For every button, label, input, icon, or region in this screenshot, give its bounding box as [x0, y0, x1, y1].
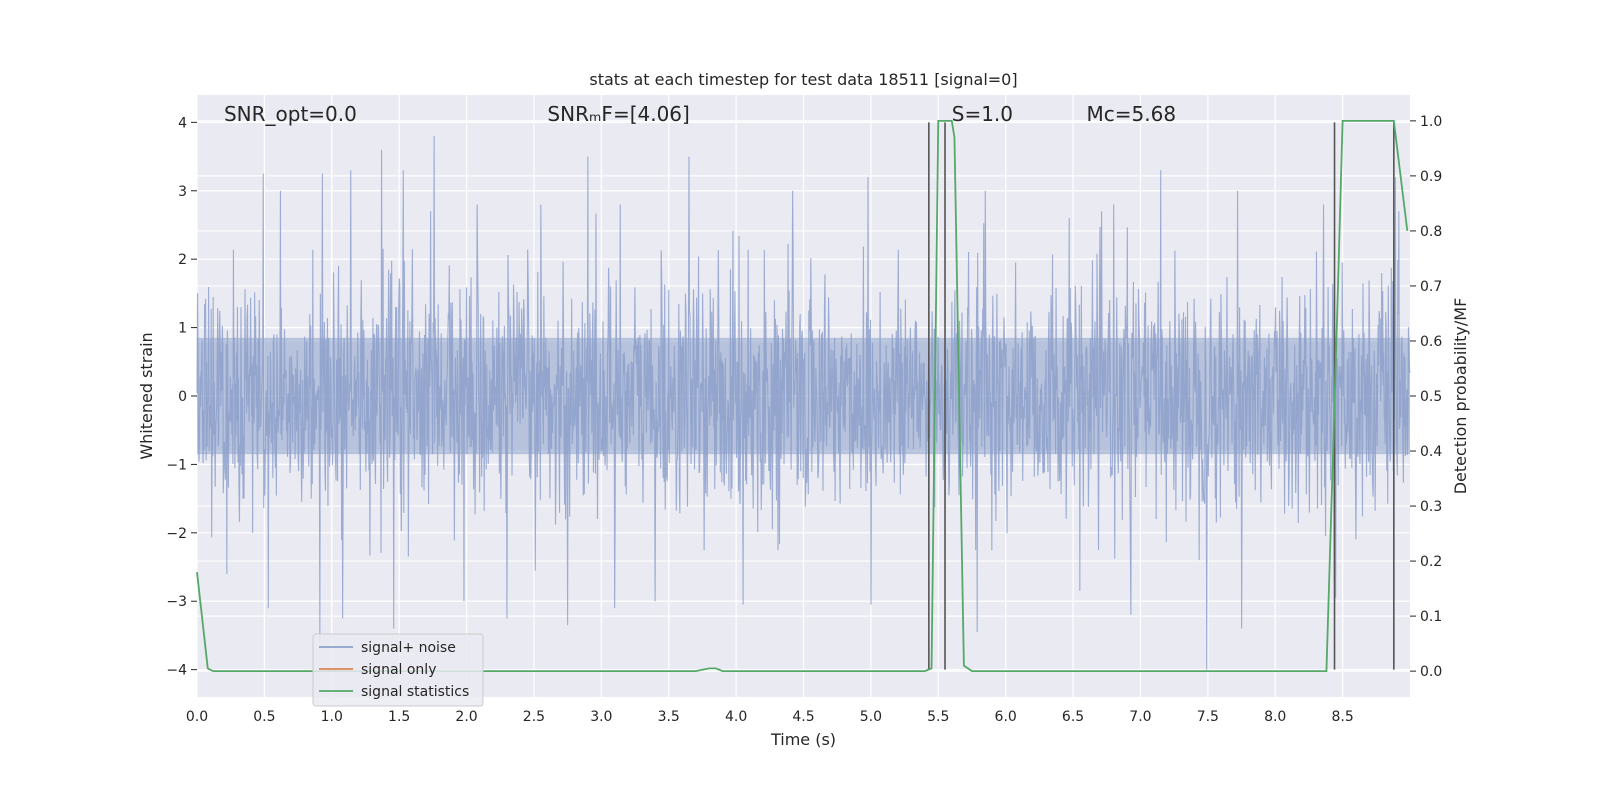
x-tick-label: 6.5 — [1062, 709, 1084, 725]
y-tick-label: 4 — [178, 115, 187, 131]
x-tick-label: 1.0 — [321, 709, 343, 725]
legend-box — [312, 633, 484, 707]
y-axis-left: −4 −3 −2 −1 0 1 2 3 4 — [166, 115, 197, 679]
legend-label: signal only — [361, 662, 436, 678]
y2-tick-label: 0.3 — [1420, 499, 1442, 515]
x-tick-label: 1.5 — [388, 709, 410, 725]
legend-label: signal statistics — [361, 684, 469, 700]
annotation-text: SNRₘF=[4.06] — [547, 102, 689, 126]
legend-label: signal+ noise — [361, 640, 456, 656]
x-tick-label: 0.0 — [186, 709, 208, 725]
y-axis-right: 0.0 0.1 0.2 0.3 0.4 0.5 0.6 0.7 0.8 0.9 1.0 — [1410, 114, 1442, 680]
y-tick-label: −1 — [166, 457, 187, 473]
y-tick-label: 1 — [178, 321, 187, 337]
annotations: SNR_opt=0.0 SNRₘF=[4.06] S=1.0 Mᴄ=5.68 — [224, 102, 1176, 126]
x-tick-label: 7.0 — [1129, 709, 1151, 725]
y2-tick-label: 0.7 — [1420, 279, 1442, 295]
x-tick-label: 0.5 — [253, 709, 275, 725]
x-axis: 0.0 0.5 1.0 1.5 2.0 2.5 3.0 3.5 4.0 4.5 5.0 5.5 6.0 6… — [186, 709, 1354, 725]
annotation-text: Mᴄ=5.68 — [1087, 102, 1177, 126]
y-tick-label: 2 — [178, 252, 187, 268]
noise-dense-band — [197, 337, 1410, 455]
legend: signal+ noise signal only signal statistic… — [312, 633, 484, 707]
y-tick-label: −2 — [166, 526, 187, 542]
y-tick-label: 0 — [178, 389, 187, 405]
series-signal-noise — [196, 136, 1411, 670]
y2-tick-label: 0.5 — [1420, 389, 1442, 405]
x-tick-label: 2.5 — [523, 709, 545, 725]
y2-tick-label: 0.8 — [1420, 224, 1442, 240]
x-tick-label: 4.5 — [792, 709, 814, 725]
y2-tick-label: 1.0 — [1420, 114, 1442, 130]
y2-axis-label: Detection probability/MF — [1451, 298, 1470, 495]
x-tick-label: 3.0 — [590, 709, 612, 725]
y2-tick-label: 0.1 — [1420, 609, 1442, 625]
x-tick-label: 5.5 — [927, 709, 949, 725]
x-tick-label: 8.5 — [1331, 709, 1353, 725]
y-tick-label: −3 — [166, 594, 187, 610]
x-tick-label: 5.0 — [860, 709, 882, 725]
x-tick-label: 4.0 — [725, 709, 747, 725]
y2-tick-label: 0.2 — [1420, 554, 1442, 570]
x-tick-label: 6.0 — [995, 709, 1017, 725]
y-tick-label: −4 — [166, 663, 187, 679]
x-tick-label: 3.5 — [658, 709, 680, 725]
x-tick-label: 2.0 — [455, 709, 477, 725]
annotation-text: SNR_opt=0.0 — [224, 102, 357, 126]
x-tick-label: 8.0 — [1264, 709, 1286, 725]
y2-tick-label: 0.6 — [1420, 334, 1442, 350]
y2-tick-label: 0.4 — [1420, 444, 1442, 460]
y-axis-label: Whitened strain — [137, 332, 156, 459]
x-tick-label: 7.5 — [1197, 709, 1219, 725]
x-axis-label: Time (s) — [770, 730, 836, 749]
annotation-text: S=1.0 — [952, 102, 1013, 126]
y-tick-label: 3 — [178, 184, 187, 200]
chart-title: stats at each timestep for test data 185… — [589, 70, 1017, 89]
y2-tick-label: 0.0 — [1420, 664, 1442, 680]
y2-tick-label: 0.9 — [1420, 169, 1442, 185]
